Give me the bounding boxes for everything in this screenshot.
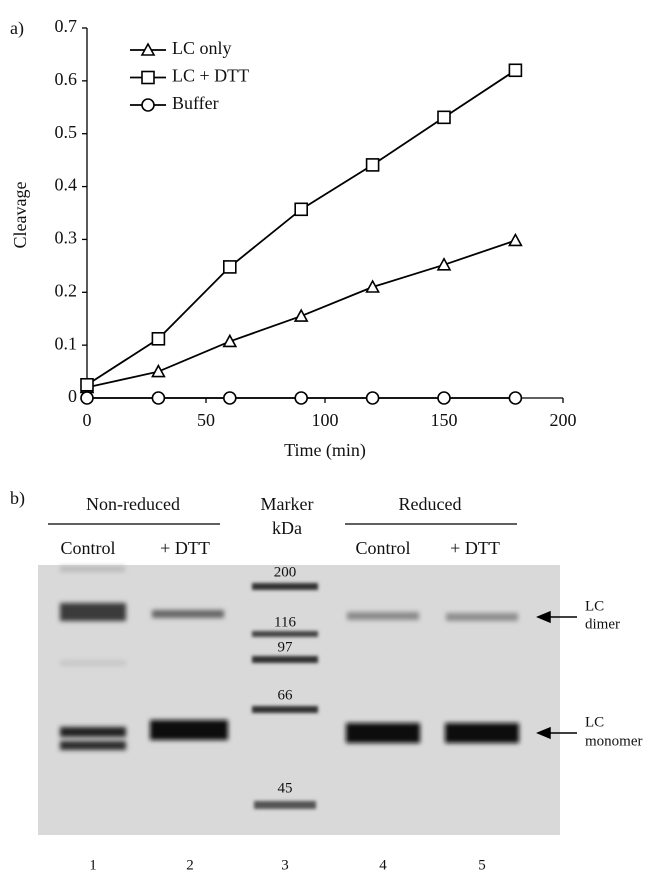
marker	[152, 366, 164, 377]
x-axis-label: Time (min)	[284, 440, 366, 461]
group-label: Reduced	[399, 494, 462, 514]
marker-size: 200	[274, 564, 297, 580]
y-tick-label: 0.6	[55, 69, 78, 89]
y-tick-label: 0	[68, 386, 77, 406]
marker	[295, 310, 307, 321]
panel-label: a)	[10, 18, 24, 39]
marker-unit: kDa	[272, 518, 302, 538]
lane-label: + DTT	[450, 538, 500, 558]
marker	[438, 392, 450, 404]
marker	[224, 261, 236, 273]
lane-number: 4	[379, 857, 387, 873]
legend-label: LC + DTT	[172, 66, 249, 86]
legend-marker	[142, 99, 154, 111]
y-tick-label: 0.5	[55, 122, 78, 142]
y-tick-label: 0.4	[55, 175, 78, 195]
y-tick-label: 0.1	[55, 333, 78, 353]
x-tick-label: 200	[550, 410, 577, 430]
lane-number: 1	[89, 857, 97, 873]
legend-label: Buffer	[172, 93, 219, 113]
marker	[224, 392, 236, 404]
x-tick-label: 0	[83, 410, 92, 430]
marker	[152, 333, 164, 345]
marker	[81, 379, 93, 391]
lane-number: 2	[186, 857, 194, 873]
marker	[81, 392, 93, 404]
panel-label: b)	[10, 488, 25, 509]
x-tick-label: 50	[197, 410, 215, 430]
lane-label: Control	[60, 538, 115, 558]
marker	[152, 392, 164, 404]
marker-size: 66	[278, 687, 294, 703]
lane-number: 5	[478, 857, 486, 873]
marker-size: 45	[278, 780, 293, 796]
group-label: Non-reduced	[86, 494, 180, 514]
lane-label: Control	[355, 538, 410, 558]
band-label: dimer	[585, 616, 620, 632]
figure: a) Time (min) Cleavage b) Non-reduced Ma…	[0, 0, 653, 878]
marker-size: 116	[274, 614, 296, 630]
y-tick-label: 0.3	[55, 228, 78, 248]
marker-title: Marker	[261, 494, 314, 514]
band-label: LC	[585, 598, 604, 614]
legend-marker	[142, 72, 154, 84]
x-tick-label: 150	[431, 410, 458, 430]
marker	[295, 392, 307, 404]
lane-number: 3	[281, 857, 289, 873]
marker	[295, 203, 307, 215]
y-axis-label: Cleavage	[10, 182, 30, 249]
band-label: monomer	[585, 733, 643, 749]
marker	[509, 392, 521, 404]
x-tick-label: 100	[312, 410, 339, 430]
y-tick-label: 0.2	[55, 280, 78, 300]
y-tick-label: 0.7	[55, 16, 78, 36]
marker	[224, 335, 236, 346]
marker	[367, 392, 379, 404]
lane-label: + DTT	[160, 538, 210, 558]
marker-size: 97	[278, 639, 294, 655]
legend-label: LC only	[172, 38, 232, 58]
marker	[509, 234, 521, 245]
marker	[367, 159, 379, 171]
series-line	[87, 70, 515, 385]
marker	[438, 111, 450, 123]
marker	[509, 64, 521, 76]
band-label: LC	[585, 714, 604, 730]
